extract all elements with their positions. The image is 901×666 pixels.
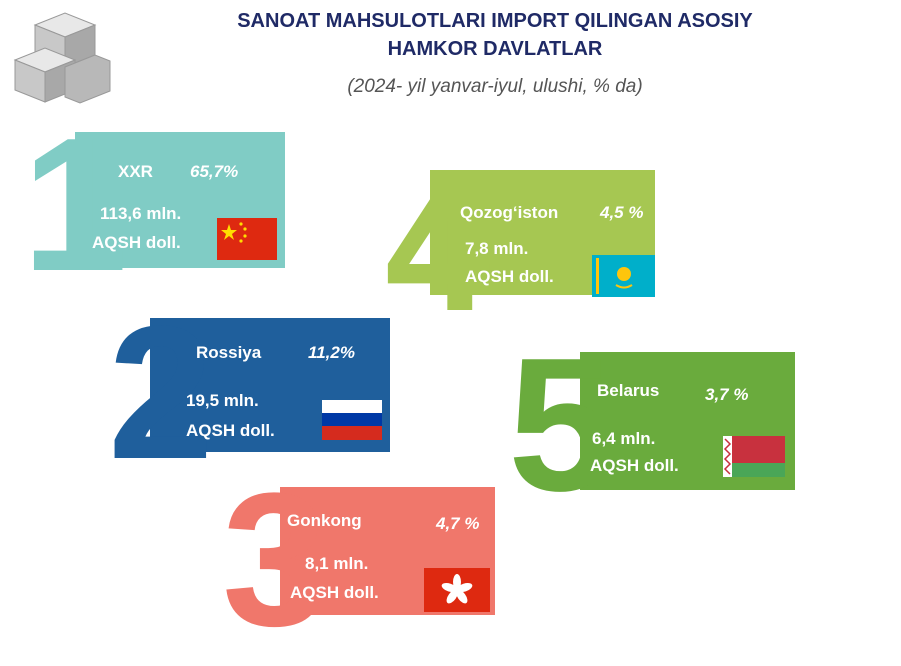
country: Belarus (597, 381, 660, 400)
cubes-icon (13, 12, 111, 104)
rank: 3 (222, 454, 328, 666)
amount: 7,8 mln. (465, 239, 529, 258)
share: 3,7 % (705, 385, 749, 404)
amount: 113,6 mln. (100, 204, 182, 223)
flag (424, 568, 490, 612)
amount: 19,5 mln. (186, 391, 259, 410)
rank: 5 (508, 319, 614, 531)
title-line: SANOAT MAHSULOTLARI IMPORT QILINGAN ASOS… (237, 10, 753, 32)
flag (322, 400, 382, 440)
subtitle: (2024- yil yanvar-iyul, ulushi, % da) (347, 76, 643, 97)
amount: 6,4 mln. (592, 429, 656, 448)
unit: AQSH doll. (92, 233, 181, 252)
country: Qozog‘iston (460, 203, 559, 222)
unit: AQSH doll. (290, 583, 379, 602)
country: Rossiya (196, 343, 262, 362)
country: XXR (118, 162, 153, 181)
share: 65,7% (190, 162, 239, 181)
share: 11,2% (308, 343, 355, 362)
country: Gonkong (287, 511, 362, 530)
share: 4,5 % (600, 203, 644, 222)
rank: 2 (108, 287, 214, 499)
unit: AQSH doll. (590, 456, 679, 475)
share: 4,7 % (436, 514, 480, 533)
page: SANOAT MAHSULOTLARI IMPORT QILINGAN ASOS… (13, 10, 795, 655)
flag (723, 436, 785, 477)
flag (217, 218, 277, 260)
flag (592, 255, 655, 297)
unit: AQSH doll. (186, 421, 275, 440)
unit: AQSH doll. (465, 267, 554, 286)
title-line: HAMKOR DAVLATLAR (387, 38, 603, 60)
amount: 8,1 mln. (305, 554, 369, 573)
rank: 1 (22, 99, 128, 311)
rank: 4 (385, 139, 491, 351)
